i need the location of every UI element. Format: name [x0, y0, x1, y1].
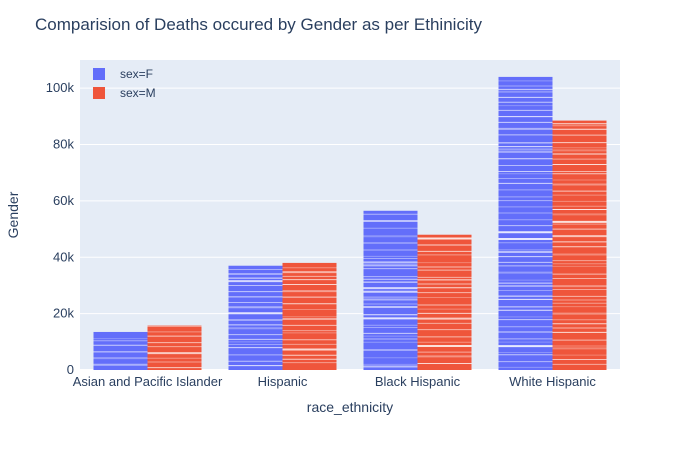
- bar-sex-f[interactable]: [93, 331, 148, 370]
- bar-sex-m[interactable]: [282, 262, 337, 370]
- chart-title: Comparision of Deaths occured by Gender …: [35, 15, 482, 34]
- x-axis-title: race_ethnicity: [307, 399, 393, 415]
- y-tick-label: 40k: [53, 249, 74, 264]
- legend-swatch[interactable]: [93, 68, 105, 80]
- legend-label[interactable]: sex=F: [120, 67, 153, 81]
- x-tick-label: Hispanic: [258, 374, 308, 389]
- y-tick-label: 0: [67, 362, 74, 377]
- bar-sex-m[interactable]: [147, 325, 202, 370]
- legend-swatch[interactable]: [93, 87, 105, 99]
- y-tick-label: 20k: [53, 306, 74, 321]
- bar-sex-f[interactable]: [363, 210, 418, 370]
- legend[interactable]: sex=F sex=M: [93, 67, 156, 100]
- legend-label[interactable]: sex=M: [120, 86, 156, 100]
- x-tick-label: Asian and Pacific Islander: [73, 374, 223, 389]
- x-tick-labels: Asian and Pacific Islander Hispanic Black …: [73, 374, 597, 389]
- y-tick-label: 80k: [53, 137, 74, 152]
- x-tick-label: White Hispanic: [509, 374, 596, 389]
- bar-sex-m[interactable]: [417, 234, 472, 370]
- bar-sex-f[interactable]: [228, 265, 283, 370]
- y-tick-labels: 0 20k 40k 60k 80k 100k: [46, 80, 75, 377]
- x-tick-label: Black Hispanic: [375, 374, 461, 389]
- bars: [93, 76, 607, 370]
- y-axis-title: Gender: [5, 191, 21, 238]
- y-tick-label: 60k: [53, 193, 74, 208]
- bar-sex-f[interactable]: [498, 76, 553, 370]
- y-tick-label: 100k: [46, 80, 75, 95]
